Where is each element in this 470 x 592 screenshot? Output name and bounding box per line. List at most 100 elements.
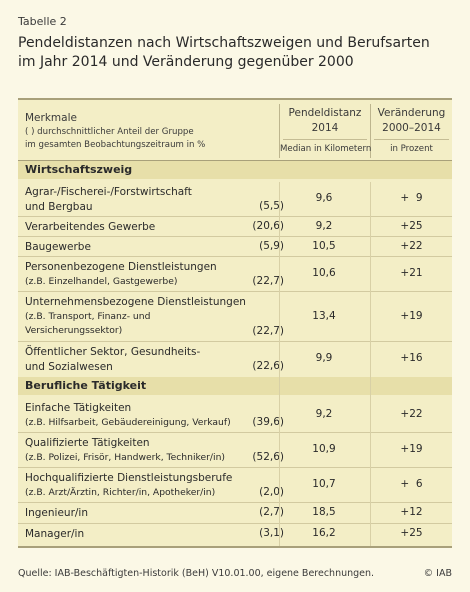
row-share: (2,7) [259,506,284,518]
row-share: (22,6) [252,360,284,372]
row-divider [18,523,452,524]
row-distance: 10,5 [312,240,336,252]
header-merkmale: Merkmale [25,112,77,124]
row-change: + 6 [400,478,423,490]
row-label: Einfache Tätigkeiten [25,402,132,414]
title-line-1: Pendeldistanzen nach Wirtschaftszweigen … [18,35,430,51]
column-divider-body-1 [279,182,280,546]
header-change-line-1: Veränderung [377,107,446,119]
header-bottom-rule [18,160,452,161]
table-row: Öffentlicher Sektor, Gesundheits- und So… [18,342,452,377]
header-distance-line-2: 2014 [311,122,339,134]
row-distance: 16,2 [312,527,336,539]
table-row: Baugewerbe (5,9) 10,5 +22 [18,237,452,256]
row-change: +12 [400,506,423,518]
row-share: (52,6) [252,451,284,463]
table-row: Ingenieur/in (2,7) 18,5 +12 [18,503,452,523]
row-share: (22,7) [252,325,284,337]
row-label-detail-2: Versicherungssektor) [25,325,123,336]
row-divider [18,236,452,237]
header-distance-unit: Median in Kilometern [280,144,372,154]
row-divider [18,432,452,433]
row-share: (22,7) [252,275,284,287]
title-line-2: im Jahr 2014 und Veränderung gegenüber 2… [18,54,354,70]
row-label-detail: (z.B. Einzelhandel, Gastgewerbe) [25,276,178,287]
column-divider-body-2 [370,182,371,546]
table-row: Einfache Tätigkeiten (z.B. Hilfsarbeit, … [18,398,452,432]
row-label-line-2: und Sozialwesen [25,361,113,373]
row-label: Verarbeitendes Gewerbe [25,221,156,233]
row-label-line-2: und Bergbau [25,201,93,213]
section-label: Berufliche Tätigkeit [25,379,147,392]
row-change: +25 [400,220,423,232]
row-change: +25 [400,527,423,539]
row-share: (2,0) [259,486,284,498]
row-label: Agrar-/Fischerei-/Forstwirtschaft [25,186,192,198]
table-row: Manager/in (3,1) 16,2 +25 [18,524,452,544]
row-divider [18,502,452,503]
row-share: (5,5) [259,200,284,212]
row-distance: 18,5 [312,506,336,518]
row-distance: 9,6 [315,192,333,204]
row-divider [18,256,452,257]
source-note: Quelle: IAB-Beschäftigten-Historik (BeH)… [18,568,375,579]
row-distance: 10,7 [312,478,336,490]
header-distance-underline [283,139,367,140]
row-change: +21 [400,267,423,279]
row-label-detail: (z.B. Arzt/Ärztin, Richter/in, Apotheker… [25,487,216,498]
row-label-detail: (z.B. Polizei, Frisör, Handwerk, Technik… [25,452,225,463]
row-distance: 10,6 [312,267,336,279]
row-label-detail: (z.B. Hilfsarbeit, Gebäudereinigung, Ver… [25,417,231,428]
table-bottom-rule [18,546,452,548]
row-divider [18,291,452,292]
row-label: Baugewerbe [25,241,91,253]
table-row: Personenbezogene Dienstleistungen (z.B. … [18,257,452,291]
row-label: Hochqualifizierte Dienstleistungsberufe [25,472,233,484]
section-label: Wirtschaftszweig [25,163,133,176]
row-label-detail: (z.B. Transport, Finanz- und [25,311,151,322]
column-divider-2 [370,104,371,158]
row-label: Qualifizierte Tätigkeiten [25,437,150,449]
row-change: +22 [400,240,423,252]
row-divider [18,216,452,217]
row-label: Unternehmensbezogene Dienstleistungen [25,296,246,308]
row-label: Ingenieur/in [25,507,88,519]
row-change: +22 [400,408,423,420]
row-change: + 9 [400,192,423,204]
row-distance: 9,2 [315,408,333,420]
row-distance: 9,2 [315,220,333,232]
header-change-underline [374,139,449,140]
row-share: (3,1) [259,527,284,539]
row-change: +19 [400,310,423,322]
row-change: +16 [400,352,423,364]
table-row: Hochqualifizierte Dienstleistungsberufe … [18,468,452,502]
row-change: +19 [400,443,423,455]
table-top-rule [18,98,452,100]
section-wirtschaftszweig: Wirtschaftszweig [18,161,452,179]
row-share: (5,9) [259,240,284,252]
row-divider [18,467,452,468]
header-note-line-1: ( ) durchschnittlicher Anteil der Gruppe [25,127,194,137]
row-distance: 13,4 [312,310,336,322]
table-row: Qualifizierte Tätigkeiten (z.B. Polizei,… [18,433,452,467]
row-label: Personenbezogene Dienstleistungen [25,261,217,273]
table-label: Tabelle 2 [18,15,67,28]
header-change-unit: in Prozent [390,144,433,154]
row-share: (20,6) [252,220,284,232]
table-row: Unternehmensbezogene Dienstleistungen (z… [18,292,452,341]
table-title: Pendeldistanzen nach Wirtschaftszweigen … [18,34,458,72]
header-distance-line-1: Pendeldistanz [288,107,362,119]
row-distance: 10,9 [312,443,336,455]
data-table: Merkmale ( ) durchschnittlicher Anteil d… [18,98,452,548]
column-divider-1 [279,104,280,158]
row-label: Öffentlicher Sektor, Gesundheits- [25,346,201,358]
table-row: Agrar-/Fischerei-/Forstwirtschaft und Be… [18,182,452,216]
row-label: Manager/in [25,528,85,540]
section-berufliche-taetigkeit: Berufliche Tätigkeit [18,377,452,395]
copyright: © IAB [423,568,452,579]
header-change-line-2: 2000–2014 [382,122,441,134]
table-row: Verarbeitendes Gewerbe (20,6) 9,2 +25 [18,217,452,236]
row-share: (39,6) [252,416,284,428]
header-note-line-2: im gesamten Beobachtungszeitraum in % [25,140,206,150]
row-divider [18,341,452,342]
